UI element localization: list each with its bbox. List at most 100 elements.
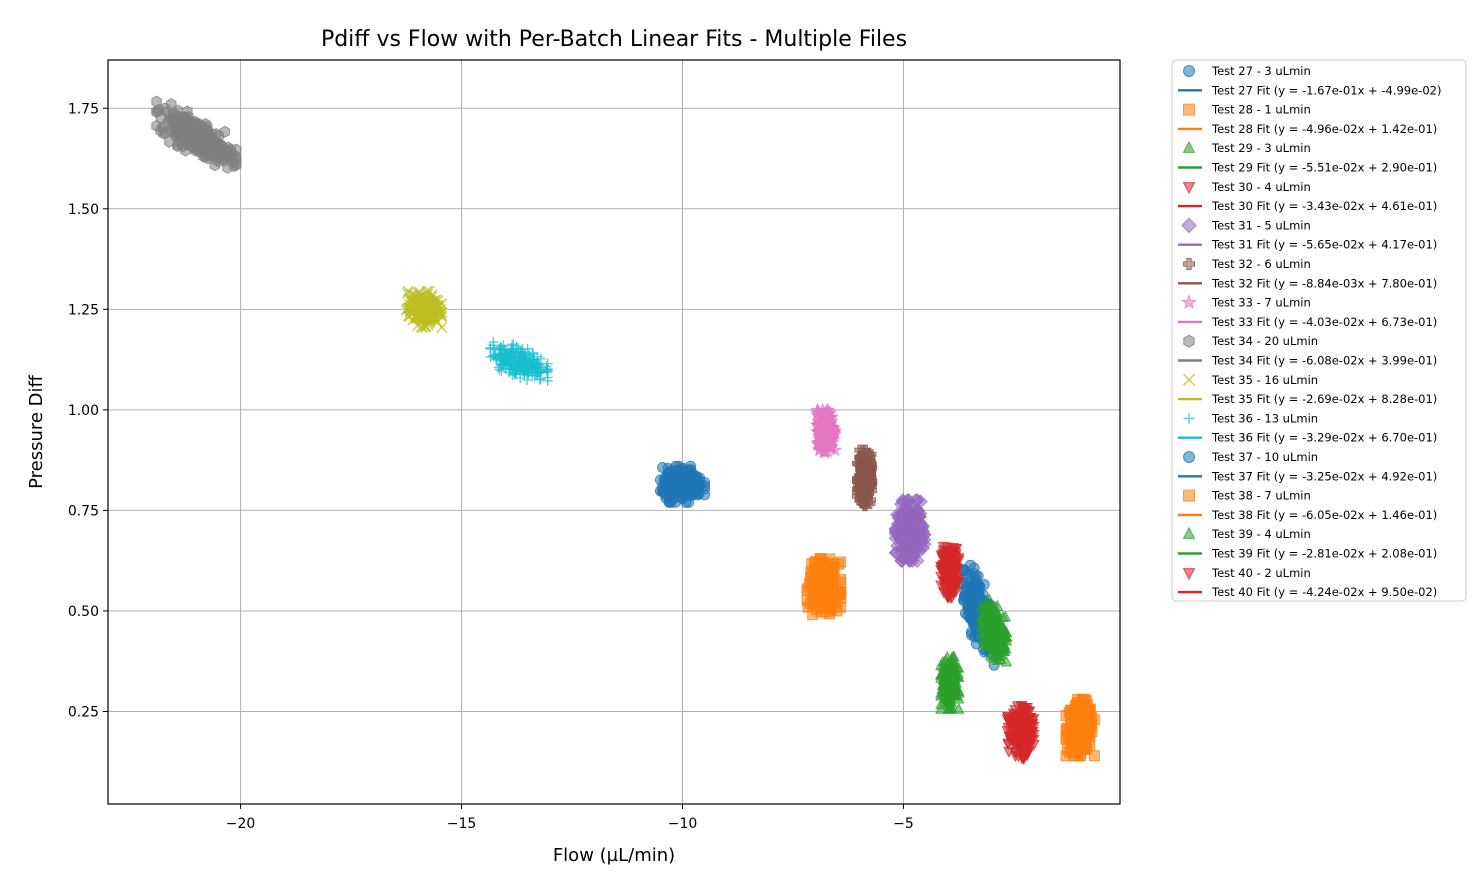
legend-fit-label: Test 39 Fit (y = -2.81e-02x + 2.08e-01) [1211,547,1437,561]
y-tick-label: 0.50 [68,604,99,620]
legend-entry-label: Test 29 - 3 uLmin [1211,141,1311,155]
data-point [186,137,197,150]
data-point [946,571,959,583]
data-point [909,553,925,568]
data-point [819,437,835,452]
data-point [991,599,1004,611]
data-point [818,416,834,431]
data-point [676,477,688,489]
data-point [198,131,210,144]
legend-entry-label: Test 36 - 13 uLmin [1211,411,1318,425]
legend-entry-label: Test 35 - 16 uLmin [1211,373,1318,387]
data-point [986,622,998,634]
legend-fit-label: Test 36 Fit (y = -3.29e-02x + 6.70e-01) [1211,431,1437,445]
legend-entry-label: Test 38 - 7 uLmin [1211,489,1311,503]
data-point [155,124,166,137]
data-point [824,596,836,608]
legend-marker [1183,451,1195,463]
data-point [948,583,961,595]
y-tick-label: 1.50 [68,202,99,218]
data-point [907,523,923,538]
legend-fit-label: Test 40 Fit (y = -4.24e-02x + 9.50e-02) [1211,585,1437,599]
y-tick-label: 1.75 [68,101,99,117]
legend-entry-label: Test 33 - 7 uLmin [1211,296,1311,310]
legend-entry-label: Test 31 - 5 uLmin [1211,218,1311,232]
data-point [895,493,910,508]
y-axis-label: Pressure Diff [26,374,47,488]
data-points [151,95,1100,765]
data-point [1066,708,1078,720]
legend-entry-label: Test 37 - 10 uLmin [1211,450,1318,464]
legend: Test 27 - 3 uLmin Test 27 Fit (y = -1.67e… [1171,59,1467,602]
data-point [981,599,993,612]
legend-fit-label: Test 28 Fit (y = -4.96e-02x + 1.42e-01) [1211,122,1437,136]
series-7 [809,402,843,459]
data-point [1074,734,1086,746]
data-point [835,601,847,613]
series-2 [1060,693,1100,762]
data-point [908,493,923,508]
legend-entry-label: Test 40 - 2 uLmin [1211,566,1311,580]
data-point [985,609,998,621]
x-tick-label: −20 [226,816,256,832]
data-point [179,111,191,124]
data-point [809,402,825,417]
data-point [813,580,825,592]
legend-fit-label: Test 29 Fit (y = -5.51e-02x + 2.90e-01) [1211,161,1437,175]
data-point [686,467,698,479]
data-point [833,558,845,570]
grid [108,60,1120,804]
x-tick-label: −5 [893,816,914,832]
data-point [935,571,947,584]
data-point [937,541,950,553]
series-5 [888,493,932,568]
legend-entry-label: Test 34 - 20 uLmin [1211,334,1318,348]
data-point [980,639,992,651]
data-point [1076,703,1088,715]
x-tick-label: −15 [447,816,477,832]
data-point [941,592,954,604]
legend-fit-label: Test 27 Fit (y = -1.67e-01x + -4.99e-02) [1211,83,1441,97]
data-point [182,124,194,137]
legend-fit-label: Test 30 Fit (y = -3.43e-02x + 4.61e-01) [1211,199,1437,213]
data-point [162,106,173,119]
data-point [173,127,184,140]
data-point [943,549,956,562]
data-point [660,492,672,504]
data-point [854,494,866,506]
series-4 [935,541,965,604]
data-point [908,538,924,554]
legend-marker [1183,65,1195,77]
legend-entry-label: Test 28 - 1 uLmin [1211,103,1311,117]
data-point [808,593,820,604]
data-point [862,458,873,470]
legend-fit-label: Test 31 Fit (y = -5.65e-02x + 4.17e-01) [1211,238,1437,252]
data-point [151,105,162,119]
data-point [997,611,1009,623]
data-point [967,596,979,607]
data-point [968,580,980,592]
legend-fit-label: Test 32 Fit (y = -8.84e-03x + 7.80e-01) [1211,276,1437,290]
data-point [1078,693,1090,705]
x-axis-label: Flow (µL/min) [553,845,675,866]
legend-fit-label: Test 35 Fit (y = -2.69e-02x + 8.28e-01) [1211,392,1437,406]
legend-fit-label: Test 38 Fit (y = -6.05e-02x + 1.46e-01) [1211,508,1437,522]
y-tick-label: 1.25 [68,302,99,318]
data-point [967,610,978,622]
y-tick-label: 1.00 [68,403,99,419]
data-point [865,449,877,460]
legend-entry-label: Test 39 - 4 uLmin [1211,527,1311,541]
y-tick-label: 0.25 [68,705,99,721]
data-point [818,565,830,577]
data-point [895,540,910,556]
series-12 [801,553,847,621]
legend-entry-label: Test 30 - 4 uLmin [1211,180,1311,194]
legend-entry-label: Test 32 - 6 uLmin [1211,257,1311,271]
data-point [899,513,915,528]
data-point [823,585,834,597]
legend-fit-label: Test 37 Fit (y = -3.25e-02x + 4.92e-01) [1211,469,1437,483]
data-point [959,589,971,601]
data-point [219,125,231,138]
legend-marker [1183,334,1195,348]
